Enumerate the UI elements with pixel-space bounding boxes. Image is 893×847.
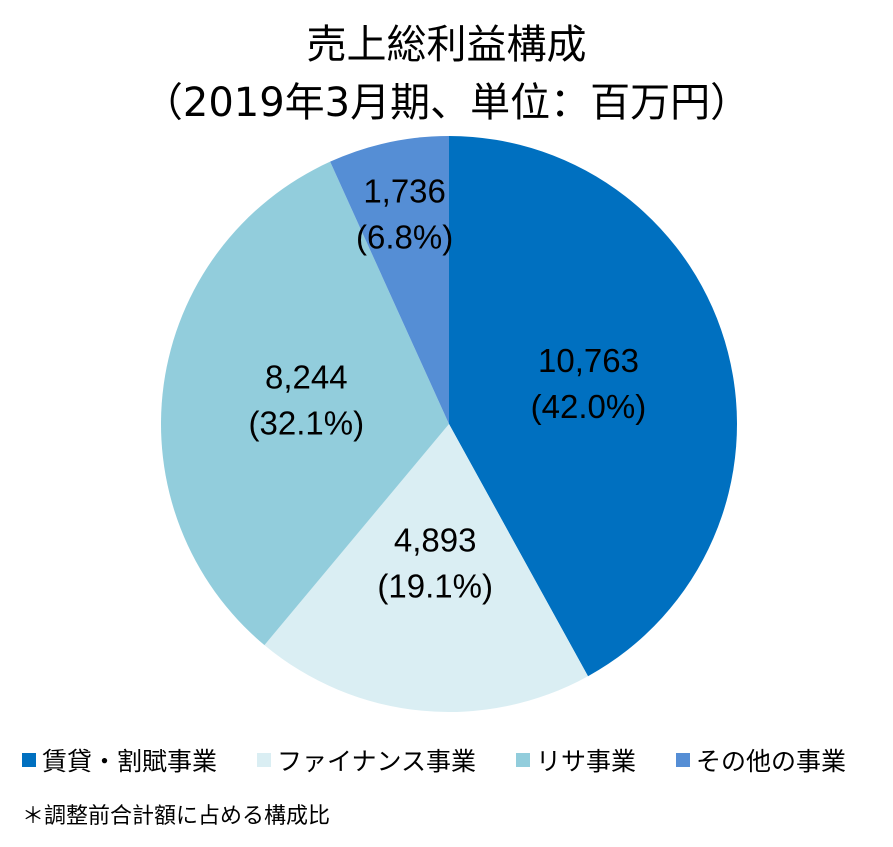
legend-item: その他の事業 — [676, 742, 846, 778]
data-percent-label: (19.1%) — [377, 567, 493, 604]
pie-slice-3 — [330, 136, 449, 424]
legend-swatch — [676, 753, 691, 767]
pie-slice-1 — [264, 424, 588, 712]
chart-title: 売上総利益構成 — [306, 22, 587, 68]
legend-item: ファイナンス事業 — [257, 742, 476, 778]
data-value-label: 1,736 — [363, 172, 446, 209]
pie-slice-0 — [449, 136, 737, 677]
legend-swatch — [257, 753, 272, 767]
data-percent-label: (32.1%) — [249, 405, 365, 442]
data-value-label: 4,893 — [394, 521, 477, 558]
legend-label: ファイナンス事業 — [277, 747, 477, 776]
legend-label: 賃貸・割賦事業 — [42, 747, 218, 776]
footnote: ＊調整前合計額に占める構成比 — [22, 804, 331, 829]
legend-label: リサ事業 — [536, 747, 637, 776]
legend-item: リサ事業 — [516, 742, 636, 778]
data-percent-label: (42.0%) — [531, 388, 647, 425]
legend-label: その他の事業 — [696, 747, 847, 776]
legend-swatch — [22, 753, 36, 767]
legend-swatch — [516, 753, 531, 767]
legend: 賃貸・割賦事業 ファイナンス事業 リサ事業 その他の事業 — [22, 742, 886, 778]
data-value-label: 8,244 — [265, 359, 348, 396]
legend-item: 賃貸・割賦事業 — [22, 742, 217, 778]
data-value-label: 10,763 — [538, 342, 639, 379]
chart-subtitle: （2019年3月期、単位：百万円） — [142, 80, 751, 126]
pie-slice-2 — [161, 161, 449, 646]
data-percent-label: (6.8%) — [356, 218, 453, 255]
